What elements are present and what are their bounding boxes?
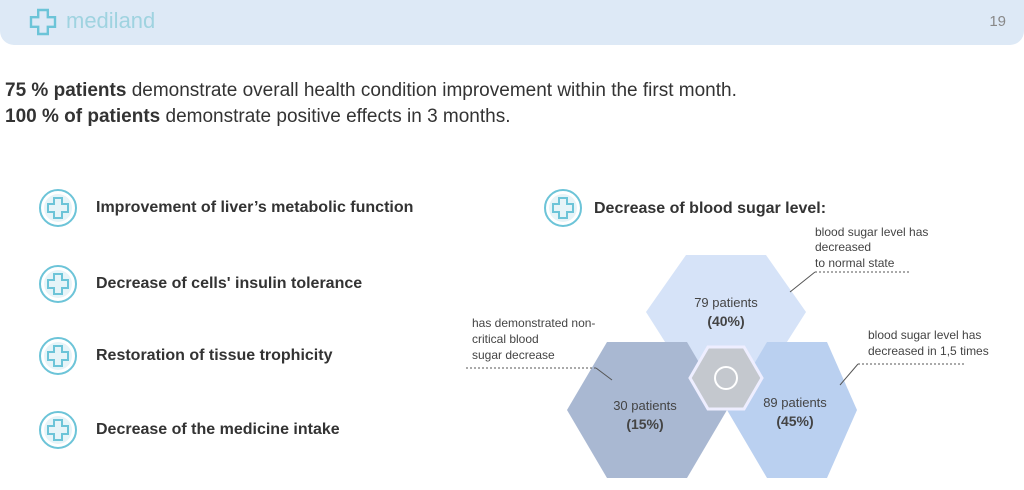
bullet-icon <box>40 190 76 226</box>
group-count: 79 patients <box>694 295 758 310</box>
headline-text: demonstrate positive effects in 3 months… <box>160 106 511 127</box>
note: critical blood <box>472 332 539 346</box>
group-count: 30 patients <box>613 398 677 413</box>
note: blood sugar level has <box>868 328 981 342</box>
group-share: (15%) <box>626 416 663 432</box>
headline-bold: 75 % patients <box>5 80 127 101</box>
benefit: Decrease of the medicine intake <box>96 421 340 438</box>
benefit: Improvement of liver’s metabolic functio… <box>96 199 414 216</box>
headline-bold: 100 % of patients <box>5 106 161 127</box>
headline: 75 % patients demonstrate overall health… <box>5 80 737 102</box>
note: has demonstrated non- <box>472 316 595 330</box>
bullet-icon <box>40 266 76 302</box>
group-share: (45%) <box>776 413 813 429</box>
group-share: (40%) <box>707 313 744 329</box>
note: blood sugar level has <box>815 225 928 239</box>
page-number: 19 <box>989 13 1006 30</box>
note: decreased in 1,5 times <box>868 344 989 358</box>
bullet-icon <box>545 190 581 226</box>
note: sugar decrease <box>472 348 555 362</box>
bullet-icon <box>40 412 76 448</box>
center-icon <box>714 366 738 390</box>
logo-text: mediland <box>66 8 156 33</box>
note: decreased <box>815 240 871 254</box>
connector <box>595 367 613 381</box>
note: to normal state <box>815 256 895 270</box>
group-count: 89 patients <box>763 395 827 410</box>
headline-text: demonstrate overall health condition imp… <box>126 80 737 101</box>
center-hexagon <box>688 345 764 411</box>
bullet-icon <box>40 338 76 374</box>
connector <box>839 363 859 386</box>
benefit: Decrease of cells' insulin tolerance <box>96 275 363 292</box>
headline: 100 % of patients demonstrate positive e… <box>5 106 511 128</box>
benefit: Restoration of tissue trophicity <box>96 347 333 364</box>
logo-icon <box>29 8 57 36</box>
header-bar <box>0 0 1024 45</box>
connector <box>789 271 816 293</box>
diagram-title: Decrease of blood sugar level: <box>594 200 827 217</box>
